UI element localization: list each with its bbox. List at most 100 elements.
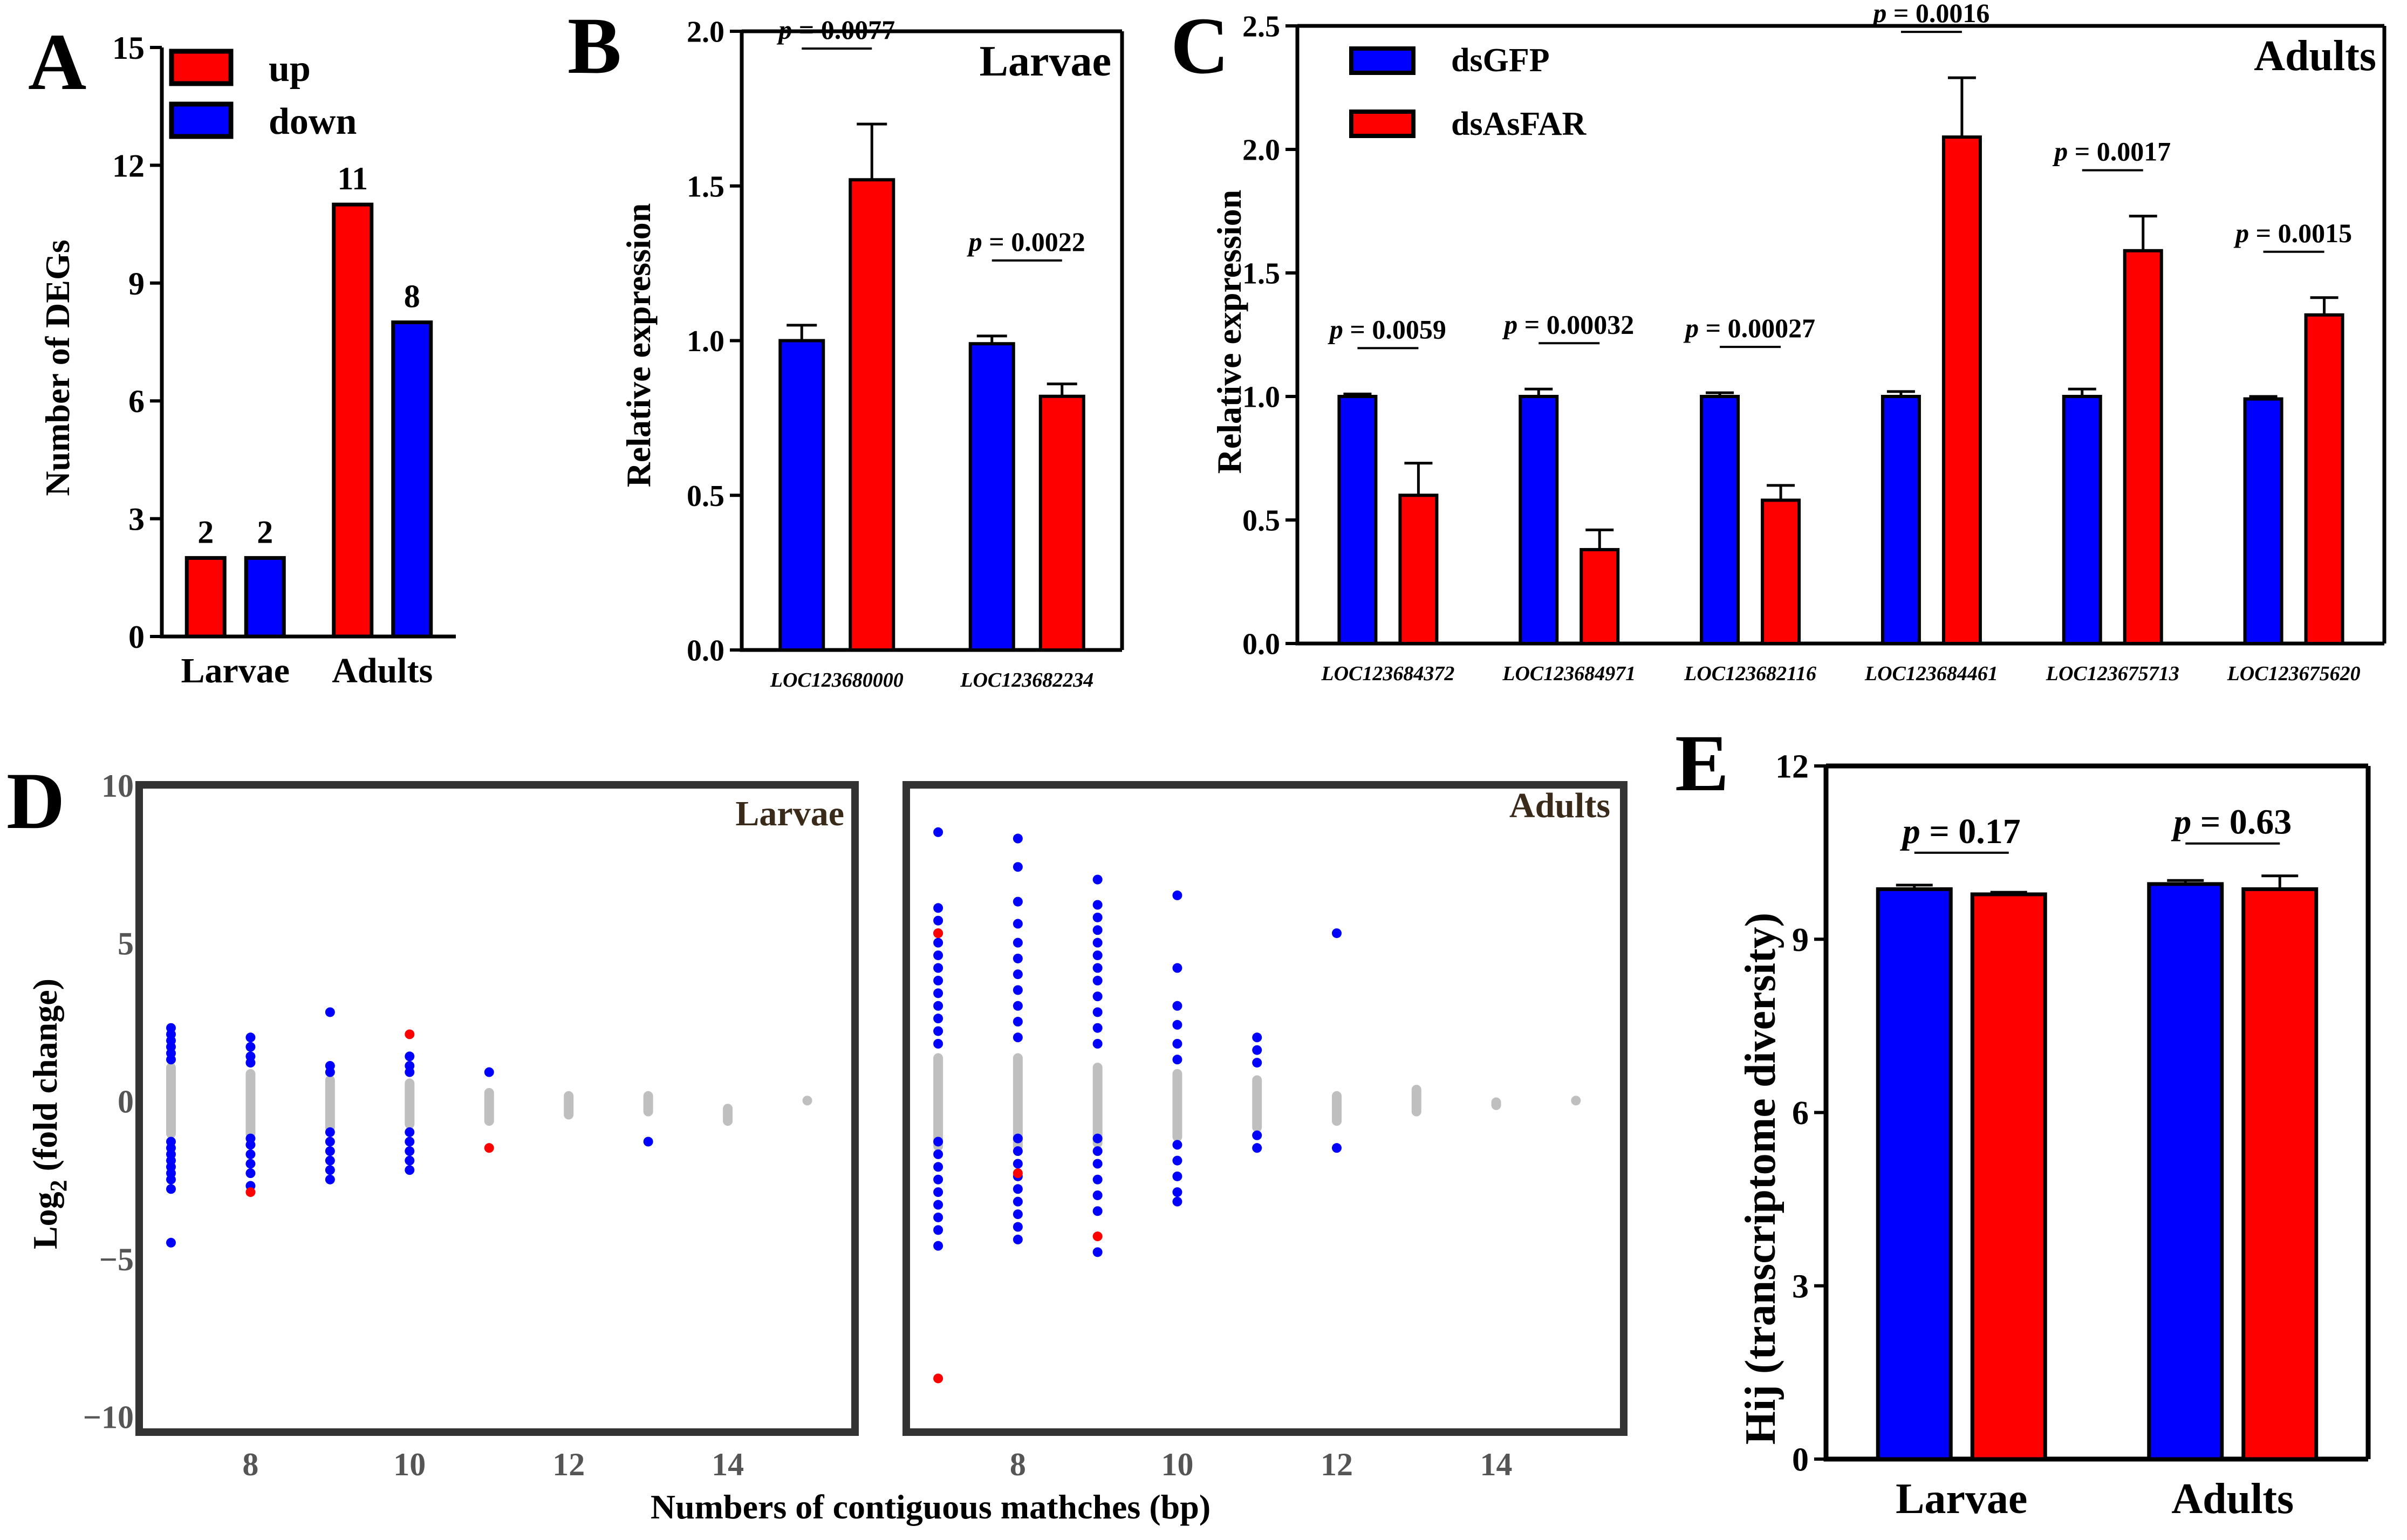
x-category-label: Larvae — [181, 651, 290, 690]
legend-dsasfar-label: dsAsFAR — [1451, 106, 1587, 142]
blue-point — [1092, 1206, 1103, 1216]
blue-point — [1252, 1130, 1262, 1140]
y-tick-label: 0 — [118, 1084, 134, 1119]
blue-point — [1013, 896, 1023, 907]
blue-point — [1013, 1222, 1023, 1232]
blue-point — [1092, 1146, 1103, 1156]
blue-point — [933, 1200, 943, 1210]
gray-point-column — [1092, 1063, 1103, 1148]
blue-point — [1252, 1045, 1262, 1055]
blue-point — [1252, 1143, 1262, 1153]
y-tick-label: 0.5 — [1242, 504, 1280, 538]
y-tick-label: 0 — [1792, 1442, 1809, 1479]
blue-point — [1252, 1032, 1262, 1043]
panel-d-letter: D — [6, 756, 65, 846]
panel-d-xlabel: Numbers of contiguous mathches (bp) — [651, 1488, 1211, 1526]
y-tick-label: 1.5 — [1242, 257, 1280, 291]
p-value-label: p = 0.00027 — [1683, 313, 1815, 343]
blue-point — [1172, 890, 1182, 900]
blue-point — [1013, 1234, 1023, 1244]
blue-point — [933, 915, 943, 926]
red-point — [933, 928, 943, 939]
blue-point — [933, 1014, 943, 1024]
blue-point — [1172, 1196, 1182, 1207]
gray-point-column — [1332, 1091, 1342, 1126]
blue-point — [1252, 1058, 1262, 1068]
y-tick-label: 6 — [128, 384, 145, 419]
blue-point — [1013, 1184, 1023, 1194]
blue-point — [1092, 1159, 1103, 1169]
y-tick-label: 0 — [128, 619, 145, 655]
blue-point — [933, 1174, 943, 1185]
blue-point — [933, 1001, 943, 1011]
blue-point — [1013, 833, 1023, 844]
blue-point — [1092, 963, 1103, 973]
gray-point — [1571, 1096, 1581, 1106]
blue-point — [1092, 925, 1103, 935]
blue-point — [245, 1159, 256, 1169]
gray-point-column — [484, 1087, 494, 1126]
p-value-label: p = 0.0017 — [2052, 136, 2171, 167]
bar-value-label: 2 — [257, 514, 273, 550]
panel-b-bar-chart: 0.0 0.5 1.0 1.5 2.0 p = 0.0077 LOC123680000 p =… — [687, 15, 1124, 692]
legend-down-swatch — [169, 101, 234, 139]
panel-c-bar-chart: 0.0 0.5 1.0 1.5 2.0 2.5 p = 0.0059 LOC123684372… — [1242, 0, 2387, 685]
p-value-label: p = 0.63 — [2171, 803, 2292, 842]
blue-point — [1092, 912, 1103, 922]
x-tick-label: 8 — [242, 1447, 258, 1482]
blue-point — [1172, 1140, 1182, 1150]
blue-point — [1013, 937, 1023, 948]
x-category-label: LOC123682116 — [1684, 662, 1816, 685]
bar-dsgfp-loc123682116 — [1700, 395, 1740, 645]
x-category-label: LOC123682234 — [960, 669, 1093, 692]
blue-point — [405, 1155, 415, 1166]
blue-point — [1092, 874, 1103, 885]
scatter-frame-adults — [902, 781, 1628, 1436]
p-value-label: p = 0.0016 — [1871, 0, 1989, 28]
bar-dsgfp-loc123680000 — [778, 339, 825, 652]
blue-point — [1013, 1133, 1023, 1144]
y-tick-label: 10 — [101, 768, 134, 804]
blue-point — [1013, 1146, 1023, 1156]
blue-point — [933, 1026, 943, 1036]
blue-point — [1092, 950, 1103, 961]
blue-point — [933, 827, 943, 837]
blue-point — [1092, 1039, 1103, 1049]
y-tick-label: 2.0 — [1242, 134, 1280, 167]
p-value-label: p = 0.0077 — [776, 15, 895, 45]
y-tick-label: 9 — [1792, 922, 1809, 959]
y-tick-label: 15 — [112, 30, 145, 66]
blue-point — [1013, 953, 1023, 963]
blue-point — [933, 963, 943, 973]
gray-point-column — [245, 1069, 256, 1139]
blue-point — [325, 1165, 335, 1175]
blue-point — [166, 1174, 176, 1185]
blue-point — [1013, 1032, 1023, 1043]
gray-point-column — [1252, 1075, 1262, 1132]
blue-point — [1332, 1143, 1342, 1153]
blue-point — [1172, 1187, 1182, 1197]
panel-e-letter: E — [1675, 718, 1729, 808]
blue-point — [1332, 928, 1342, 939]
gray-point-column — [643, 1091, 653, 1117]
bar-dsasfar-loc123680000 — [849, 178, 895, 652]
blue-point — [245, 1058, 256, 1068]
blue-point — [1172, 1039, 1182, 1049]
bar-dsasfar-loc123682116 — [1761, 498, 1801, 645]
blue-point — [933, 1137, 943, 1147]
blue-point — [933, 1039, 943, 1049]
panel-c-letter: C — [1171, 1, 1229, 91]
bar-dsgfp-loc123682234 — [968, 342, 1015, 652]
blue-point — [1013, 1017, 1023, 1027]
blue-point — [933, 1212, 943, 1222]
blue-point — [933, 1225, 943, 1235]
legend-dsasfar-swatch — [1349, 109, 1416, 138]
gray-point-column — [405, 1078, 415, 1130]
blue-point — [933, 1149, 943, 1159]
gray-point-column — [1172, 1069, 1182, 1142]
bar-dsgfp-larvae — [1876, 887, 1953, 1461]
blue-point — [1092, 1174, 1103, 1185]
x-tick-label: 10 — [1161, 1447, 1193, 1482]
bar-dsgfp-loc123684461 — [1881, 395, 1921, 645]
gray-point-column — [166, 1063, 176, 1139]
